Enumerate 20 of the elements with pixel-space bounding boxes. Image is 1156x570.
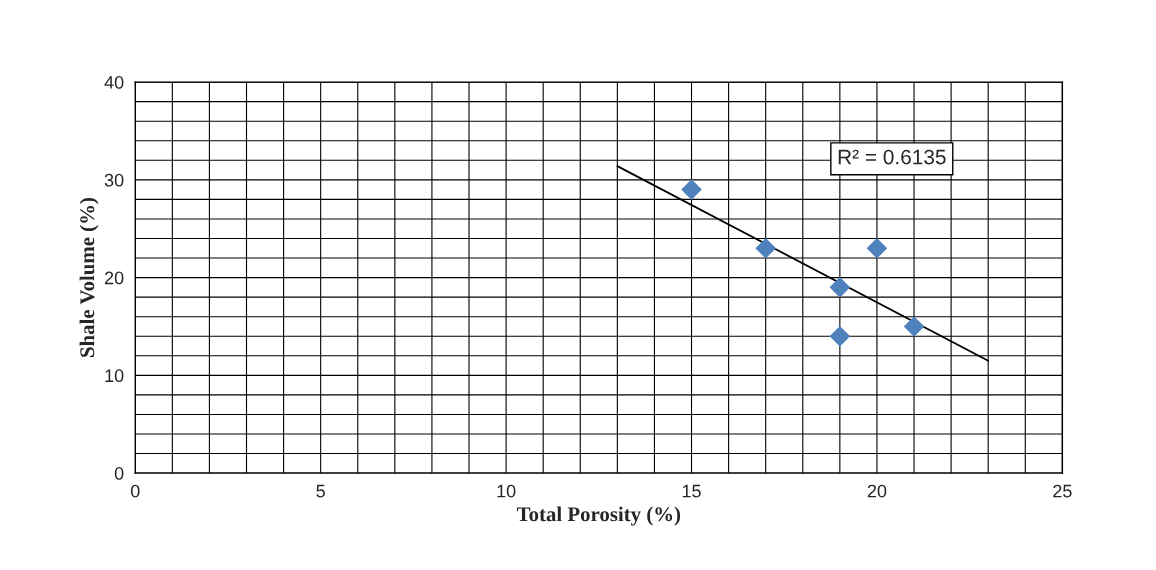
annotation: R² = 0.6135: [838, 149, 946, 165]
y-tick-label: 40: [104, 76, 124, 89]
y-axis-title: Shale Volume (%): [79, 198, 99, 357]
x-tick-label: 5: [316, 484, 325, 498]
point: [903, 316, 925, 337]
point: [755, 237, 776, 259]
y-tick-label: 10: [105, 369, 124, 383]
x-tick-label: 0: [130, 484, 140, 498]
y-tick-label: 0: [114, 467, 124, 480]
y-tick-label: 30: [104, 173, 124, 187]
point: [829, 325, 851, 347]
point: [681, 179, 702, 200]
x-tick-label: 20: [867, 484, 887, 498]
point: [866, 237, 888, 259]
x-tick-label: 10: [497, 484, 516, 498]
point: [829, 277, 851, 298]
x-tick-label: 15: [682, 484, 701, 498]
y-tick-label: 20: [104, 271, 124, 285]
x-axis-title: Total Porosity (%): [516, 506, 681, 526]
x-tick-label: 25: [1053, 484, 1072, 498]
